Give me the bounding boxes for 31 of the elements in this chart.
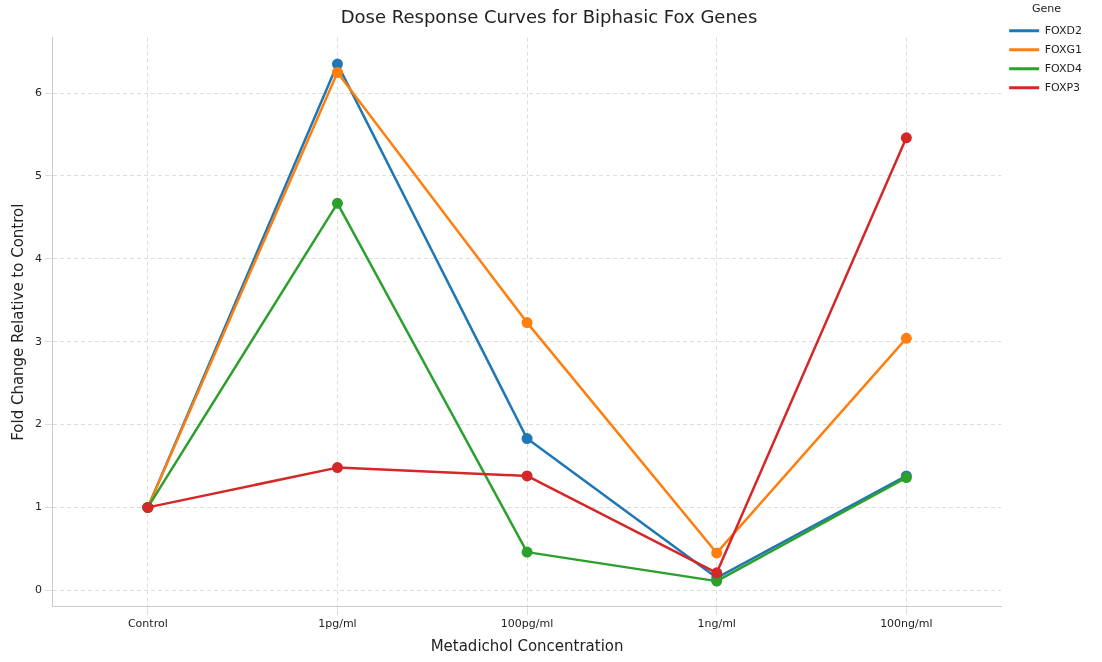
point xyxy=(711,547,723,559)
point xyxy=(711,567,723,579)
point xyxy=(521,470,533,482)
y-tick-label: 2 xyxy=(35,417,42,431)
y-axis-title: Fold Change Relative to Control xyxy=(8,203,27,441)
x-tick-label: Control xyxy=(127,617,168,631)
x-tick-label: 1pg/ml xyxy=(318,617,357,631)
legend-label: FOXD2 xyxy=(1044,23,1082,37)
point xyxy=(900,332,912,344)
y-tick-label: 5 xyxy=(35,168,42,182)
chart-title: Dose Response Curves for Biphasic Fox Genes xyxy=(340,6,758,28)
x-tick-label: 100pg/ml xyxy=(500,617,554,631)
y-tick-label: 4 xyxy=(35,251,42,265)
legend-label: FOXG1 xyxy=(1044,42,1082,56)
x-tick-label: 1ng/ml xyxy=(697,617,736,631)
point xyxy=(900,132,912,144)
x-axis-title: Metadichol Concentration xyxy=(430,636,624,655)
legend-label: FOXP3 xyxy=(1044,80,1081,94)
point xyxy=(521,317,533,329)
point xyxy=(521,433,533,445)
point xyxy=(331,66,343,78)
point xyxy=(331,197,343,209)
y-tick-label: 6 xyxy=(35,85,42,99)
y-tick-label: 1 xyxy=(35,500,42,514)
legend-title: Gene xyxy=(1032,2,1062,16)
y-tick-label: 3 xyxy=(35,334,42,348)
point xyxy=(331,462,343,474)
y-tick-label: 0 xyxy=(35,583,42,597)
x-tick-label: 100ng/ml xyxy=(880,617,933,631)
point xyxy=(521,546,533,558)
legend-label: FOXD4 xyxy=(1044,61,1082,75)
